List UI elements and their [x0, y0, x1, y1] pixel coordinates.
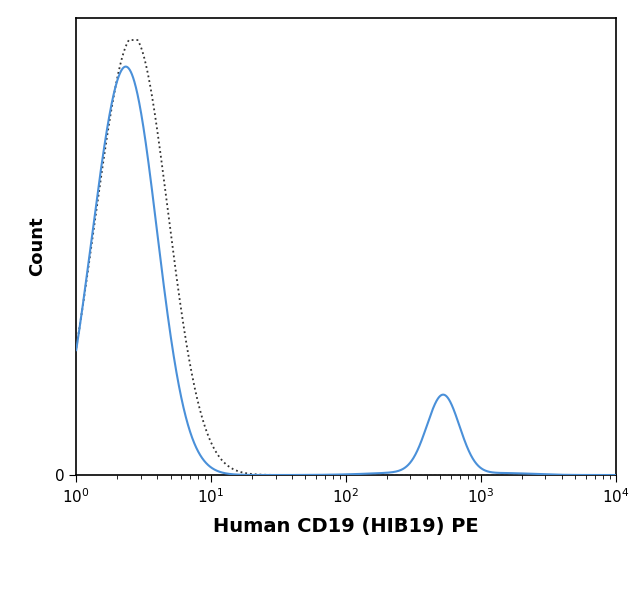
X-axis label: Human CD19 (HIB19) PE: Human CD19 (HIB19) PE	[213, 516, 479, 536]
Y-axis label: Count: Count	[29, 217, 46, 276]
